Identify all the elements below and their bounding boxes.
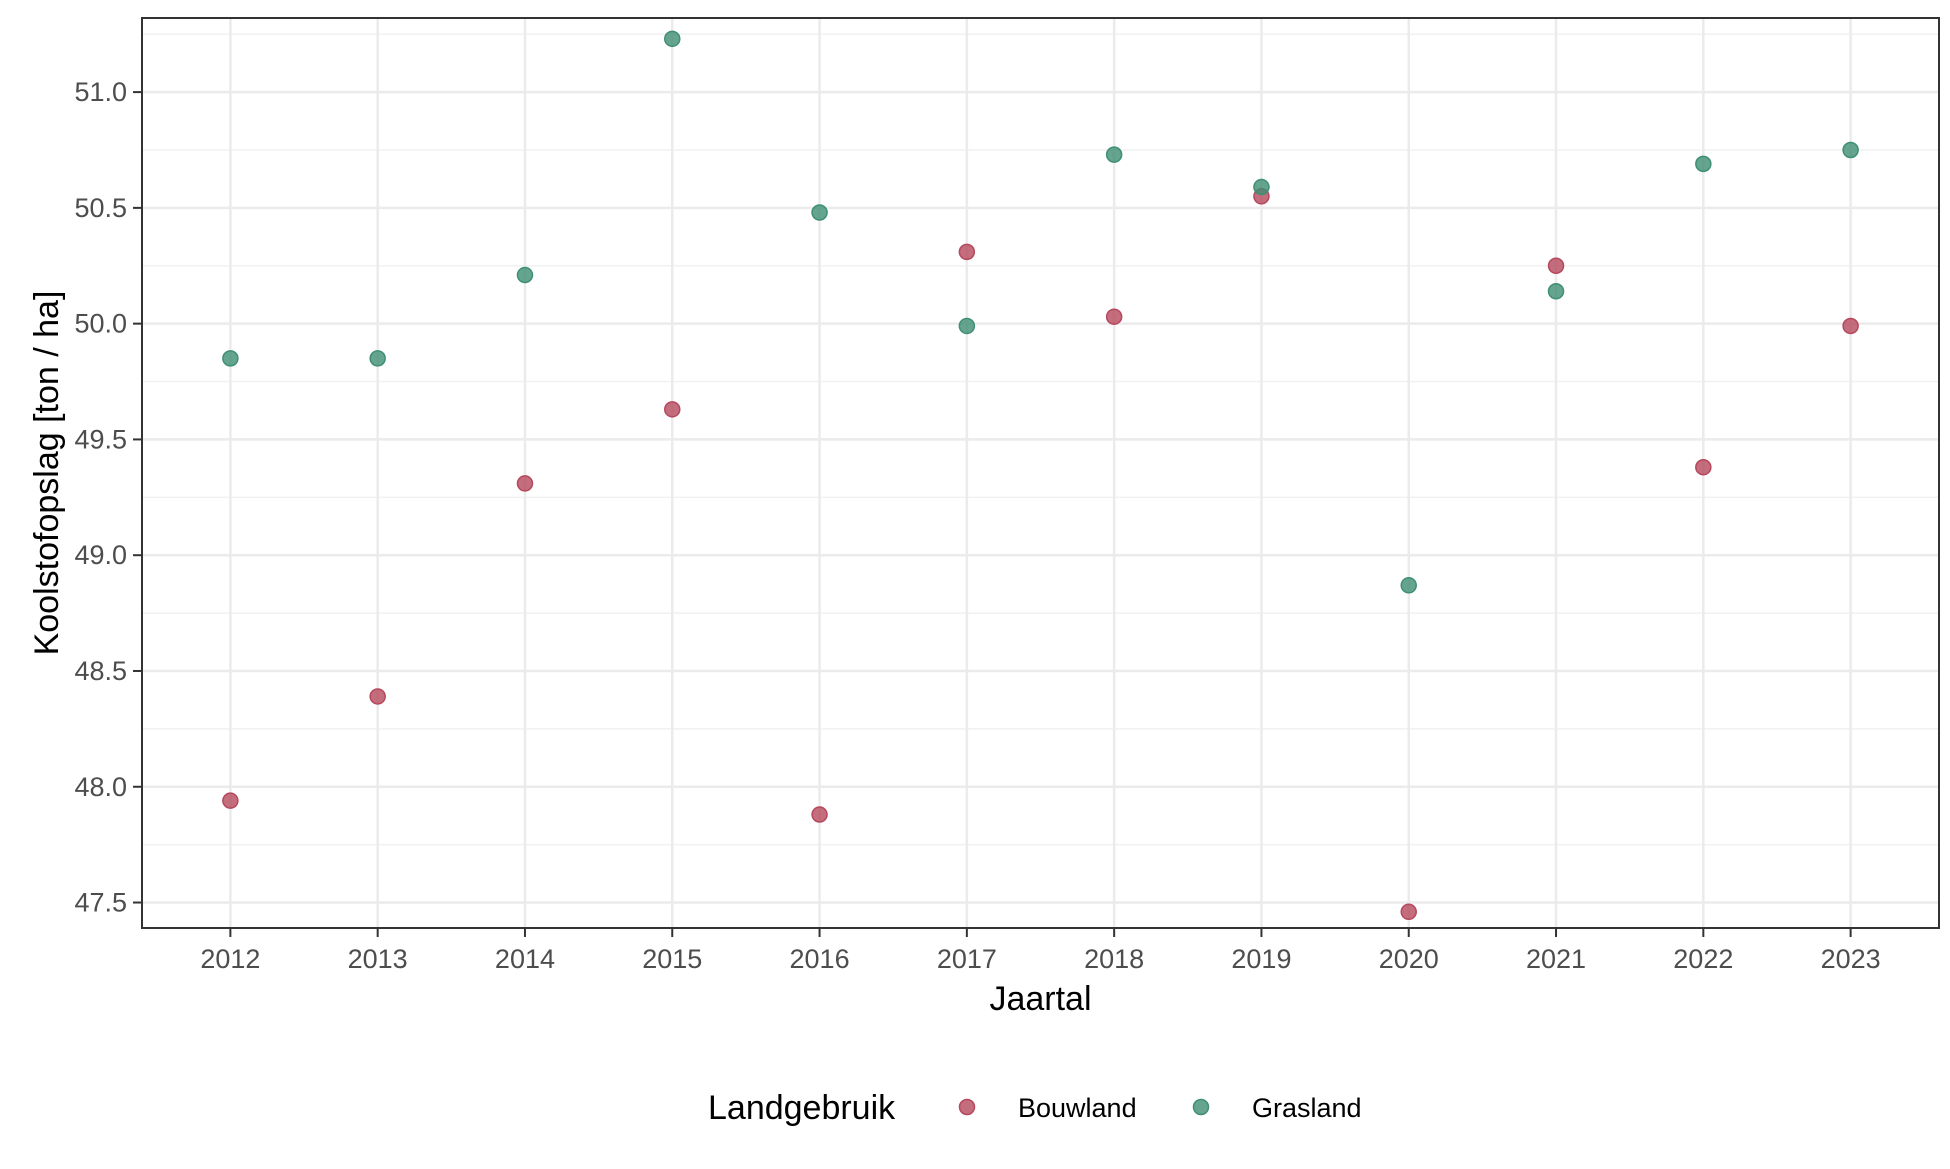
minor-gridlines [142, 33, 1939, 846]
data-point-bouwland [811, 806, 828, 823]
x-tick-label: 2023 [1821, 944, 1881, 974]
x-tick-label: 2015 [642, 944, 702, 974]
y-tick-label: 51.0 [74, 77, 127, 107]
data-point-grasland [811, 204, 828, 221]
x-tick-label: 2019 [1231, 944, 1291, 974]
data-point-bouwland [222, 792, 239, 809]
x-tick-label: 2020 [1379, 944, 1439, 974]
x-axis-ticks: 2012 2013 2014 2015 2016 2017 2018 2019 2020 2021… [200, 928, 1881, 974]
x-tick-label: 2013 [348, 944, 408, 974]
data-point-bouwland [369, 688, 386, 705]
data-point-bouwland [1400, 903, 1417, 921]
x-tick-label: 2012 [200, 944, 260, 974]
y-tick-label: 47.5 [74, 888, 127, 918]
y-tick-label: 48.5 [74, 656, 127, 686]
data-point-grasland [1842, 141, 1859, 159]
x-tick-label: 2022 [1673, 944, 1733, 974]
legend: Landgebruik Bouwland Grasland [708, 1089, 1362, 1127]
data-point-bouwland [664, 401, 681, 418]
data-point-bouwland [1695, 458, 1712, 476]
data-point-bouwland [1105, 308, 1123, 325]
data-point-grasland [516, 266, 534, 284]
x-tick-label: 2018 [1084, 944, 1144, 974]
data-point-grasland [1547, 282, 1565, 300]
y-tick-label: 49.5 [74, 424, 127, 454]
data-point-grasland [664, 30, 681, 48]
data-point-bouwland [1842, 317, 1859, 335]
y-axis-ticks: 47.5 48.0 48.5 49.0 49.5 50.0 50.5 51.0 [74, 77, 142, 918]
y-tick-label: 49.0 [74, 540, 127, 570]
y-tick-label: 50.0 [74, 309, 127, 339]
legend-label-grasland: Grasland [1252, 1093, 1362, 1123]
plot-panel-border [141, 17, 1940, 929]
data-point-grasland [1105, 146, 1123, 163]
x-axis-title: Jaartal [989, 980, 1091, 1018]
data-point-bouwland [958, 243, 976, 261]
data-point-grasland [1253, 178, 1270, 196]
legend-key-grasland [1192, 1098, 1210, 1116]
data-points [222, 30, 1859, 921]
major-gridlines [142, 18, 1939, 928]
data-point-bouwland [1547, 257, 1565, 275]
data-point-grasland [958, 317, 976, 335]
data-point-grasland [369, 350, 386, 367]
data-point-grasland [1400, 577, 1417, 594]
y-tick-label: 50.5 [74, 193, 127, 223]
y-axis-title: Koolstofopslag [ton / ha] [28, 291, 66, 656]
legend-key-bouwland [958, 1098, 976, 1116]
x-tick-label: 2014 [495, 944, 555, 974]
legend-title: Landgebruik [708, 1089, 896, 1127]
legend-label-bouwland: Bouwland [1018, 1093, 1137, 1123]
x-tick-label: 2016 [790, 944, 850, 974]
x-tick-label: 2021 [1526, 944, 1586, 974]
data-point-bouwland [516, 475, 534, 492]
data-point-grasland [222, 350, 239, 367]
y-tick-label: 48.0 [74, 772, 127, 802]
x-tick-label: 2017 [937, 944, 997, 974]
data-point-grasland [1695, 155, 1712, 173]
